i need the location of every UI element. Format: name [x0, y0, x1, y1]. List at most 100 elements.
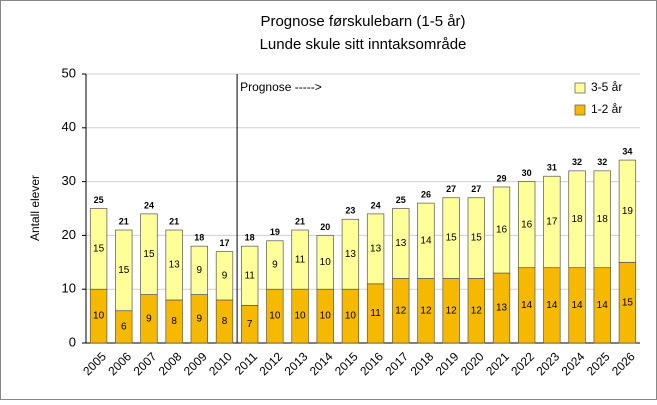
data-label: 15 — [118, 265, 130, 276]
data-label: 10 — [320, 257, 332, 268]
data-label: 16 — [521, 219, 533, 230]
data-label: 14 — [571, 300, 583, 311]
data-label: 15 — [471, 233, 483, 244]
data-label: 17 — [546, 217, 558, 228]
bar-segment — [417, 202, 435, 279]
total-label: 32 — [597, 157, 607, 167]
bar-segment — [140, 213, 158, 295]
bar-segment — [366, 213, 385, 285]
total-label: 31 — [547, 163, 557, 173]
y-tick-label: 0 — [69, 334, 76, 349]
bar-segment — [568, 170, 586, 269]
total-label: 27 — [471, 184, 481, 194]
data-label: 14 — [546, 300, 558, 311]
data-label: 14 — [597, 300, 609, 311]
data-label: 18 — [571, 214, 583, 225]
data-label: 9 — [146, 313, 152, 324]
bar-segment — [115, 229, 133, 312]
total-label: 18 — [245, 233, 255, 243]
legend-label: 3-5 år — [591, 80, 622, 94]
total-label: 17 — [219, 238, 229, 248]
total-label: 21 — [119, 216, 129, 226]
data-label: 9 — [222, 270, 228, 281]
data-label: 11 — [295, 254, 306, 265]
data-label: 15 — [93, 243, 105, 254]
data-label: 15 — [622, 297, 634, 308]
data-label: 14 — [420, 235, 432, 246]
data-label: 11 — [370, 308, 381, 319]
data-label: 18 — [597, 214, 609, 225]
data-label: 13 — [345, 249, 357, 260]
total-label: 21 — [295, 216, 305, 226]
annotation: Prognose -----> — [240, 80, 322, 94]
data-label: 12 — [395, 305, 407, 316]
total-label: 30 — [522, 168, 532, 178]
y-tick-label: 50 — [62, 65, 76, 80]
bar-segment — [165, 229, 183, 301]
data-label: 11 — [244, 270, 255, 281]
bar-segment — [442, 197, 460, 279]
bar-segment — [518, 181, 536, 269]
bar-segment — [543, 175, 561, 269]
legend-swatch — [574, 82, 586, 94]
bar-segment — [392, 208, 410, 279]
total-label: 20 — [320, 222, 330, 232]
bar-segment — [89, 208, 108, 290]
chart-subtitle: Lunde skule sitt inntaksområde — [260, 36, 467, 53]
total-label: 18 — [194, 233, 204, 243]
total-label: 24 — [371, 200, 381, 210]
data-label: 12 — [471, 305, 483, 316]
legend-label: 1-2 år — [591, 102, 622, 116]
data-label: 12 — [420, 305, 432, 316]
bar-segment — [316, 235, 334, 290]
data-label: 10 — [93, 311, 105, 322]
data-label: 8 — [171, 316, 177, 327]
data-label: 8 — [222, 316, 228, 327]
data-label: 6 — [121, 322, 127, 333]
data-label: 9 — [197, 313, 203, 324]
y-tick-label: 40 — [62, 119, 76, 134]
total-label: 32 — [572, 157, 582, 167]
y-axis-label: Antall elever — [28, 175, 42, 241]
total-label: 29 — [496, 173, 506, 183]
total-label: 21 — [169, 216, 179, 226]
total-label: 25 — [94, 195, 104, 205]
data-label: 13 — [169, 260, 181, 271]
data-label: 7 — [247, 319, 253, 330]
data-label: 15 — [143, 249, 155, 260]
data-label: 9 — [272, 260, 278, 271]
data-label: 14 — [521, 300, 533, 311]
y-tick-label: 30 — [62, 173, 76, 188]
bar-segment — [467, 197, 485, 279]
total-label: 34 — [622, 146, 632, 156]
data-label: 10 — [269, 311, 281, 322]
bar-segment — [241, 245, 259, 306]
total-label: 27 — [446, 184, 456, 194]
bar-segment — [618, 159, 637, 263]
data-label: 13 — [370, 243, 382, 254]
data-label: 16 — [496, 225, 508, 236]
y-tick-label: 10 — [62, 281, 76, 296]
bar-segment — [291, 229, 309, 290]
bar-segment — [593, 170, 611, 269]
total-label: 25 — [396, 195, 406, 205]
total-label: 24 — [144, 200, 154, 210]
data-label: 12 — [446, 305, 458, 316]
data-label: 19 — [622, 206, 634, 217]
data-label: 13 — [496, 303, 508, 314]
legend-swatch — [574, 104, 586, 116]
total-label: 26 — [421, 189, 431, 199]
data-label: 10 — [320, 311, 332, 322]
y-tick-label: 20 — [62, 227, 76, 242]
data-label: 9 — [197, 265, 203, 276]
bar-segment — [266, 240, 284, 290]
data-label: 13 — [395, 238, 407, 249]
data-label: 10 — [345, 311, 357, 322]
bar-segment — [215, 251, 234, 301]
chart-title: Prognose førskulebarn (1-5 år) — [260, 13, 465, 30]
data-label: 10 — [294, 311, 306, 322]
bar-segment — [492, 186, 511, 274]
total-label: 19 — [270, 227, 280, 237]
total-label: 23 — [345, 206, 355, 216]
